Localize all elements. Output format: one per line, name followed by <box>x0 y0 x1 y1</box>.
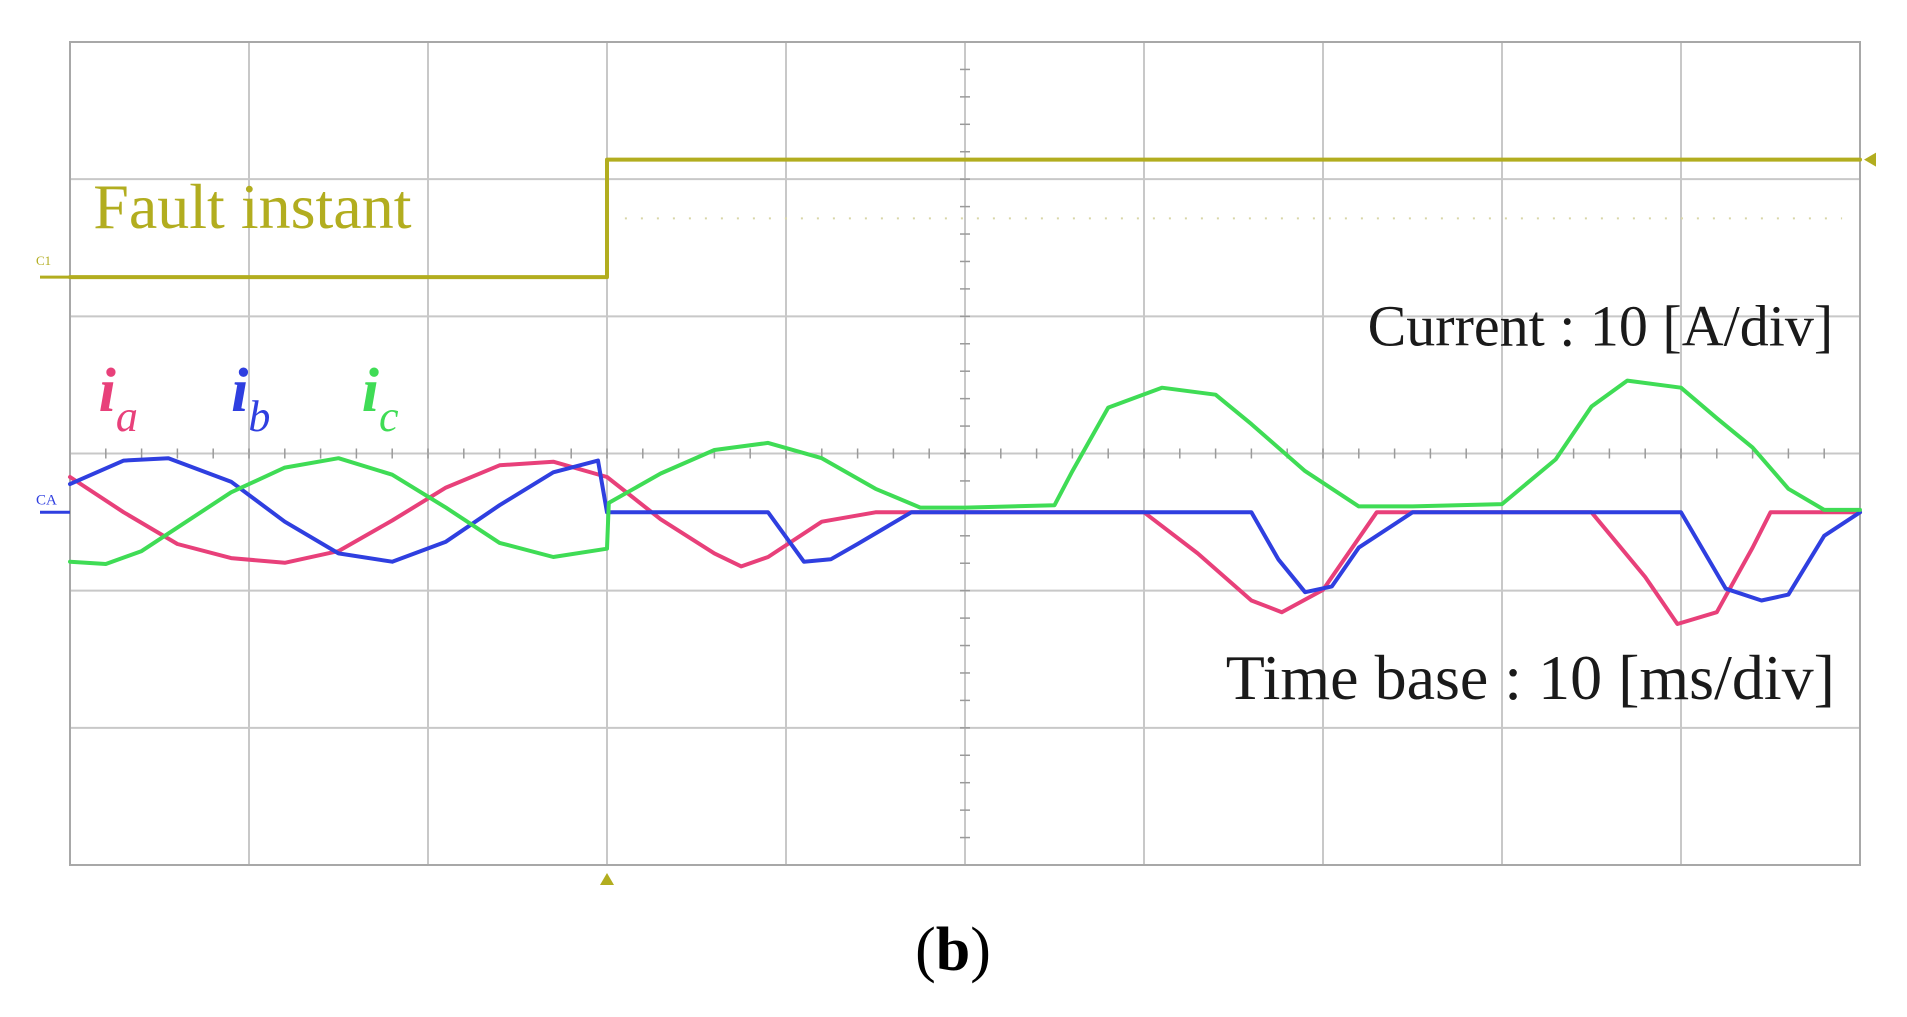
fault-instant-label: Fault instant <box>93 171 411 242</box>
caption-open-paren: ( <box>915 916 936 984</box>
trace-ib <box>68 456 1862 603</box>
channel-current-marker: CA <box>36 492 57 508</box>
plot-frame <box>69 41 1861 866</box>
fault-level-marker <box>1864 152 1876 167</box>
trigger-position-marker <box>600 873 614 885</box>
legend-ib-symbol: i <box>231 357 248 425</box>
legend-ia-subscript: a <box>116 392 138 441</box>
caption-letter: b <box>936 916 970 984</box>
traces <box>40 152 1876 885</box>
legend-ia: ia <box>99 357 138 441</box>
caption-close-paren: ) <box>970 916 991 984</box>
trace-ic <box>68 378 1862 566</box>
legend-ia-symbol: i <box>99 357 116 425</box>
legend-ic-subscript: c <box>379 392 399 441</box>
time-base-label: Time base : 10 [ms/div] <box>1226 642 1835 713</box>
legend-ic: ic <box>362 357 399 441</box>
legend-ib-subscript: b <box>248 392 270 441</box>
markers: C1 CA <box>36 253 57 508</box>
legend: ia ib ic <box>99 357 399 441</box>
channel1-marker: C1 <box>36 253 51 268</box>
current-scale-label: Current : 10 [A/div] <box>1368 293 1834 358</box>
legend-ib: ib <box>231 357 270 441</box>
fault-signal-trace <box>68 157 1862 280</box>
legend-ic-symbol: i <box>362 357 379 425</box>
figure-caption: (b) <box>915 916 991 984</box>
